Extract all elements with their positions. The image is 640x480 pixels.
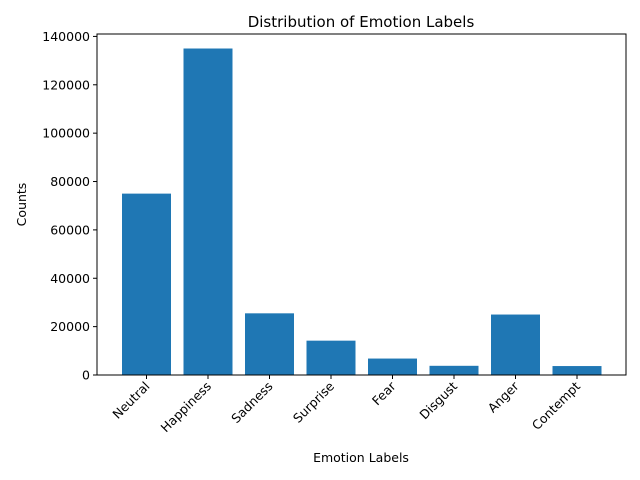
bar-disgust bbox=[429, 365, 479, 375]
bar-sadness bbox=[245, 313, 294, 375]
bars-group bbox=[122, 48, 602, 375]
bar-neutral bbox=[122, 193, 171, 375]
y-axis-ticks: 0 20000 40000 60000 80000 100000 120000 140000 bbox=[42, 29, 97, 383]
x-axis-ticks: Neutral Happiness Sadness Surprise Fear Disgu… bbox=[109, 375, 583, 435]
x-tick-label-anger: Anger bbox=[485, 378, 523, 416]
y-axis-label: Counts bbox=[14, 183, 29, 227]
y-tick-label: 20000 bbox=[50, 319, 90, 334]
x-tick-label-contempt: Contempt bbox=[529, 378, 583, 432]
bar-surprise bbox=[306, 340, 356, 375]
x-axis-label: Emotion Labels bbox=[313, 450, 409, 465]
x-tick-label-fear: Fear bbox=[369, 378, 399, 408]
y-tick-label: 80000 bbox=[50, 174, 90, 189]
x-tick-label-surprise: Surprise bbox=[290, 378, 337, 425]
x-tick-label-sadness: Sadness bbox=[228, 379, 275, 426]
y-tick-label: 100000 bbox=[42, 126, 90, 141]
y-tick-label: 0 bbox=[82, 368, 90, 383]
bar-happiness bbox=[183, 48, 233, 375]
bar-fear bbox=[368, 358, 417, 375]
x-tick-label-neutral: Neutral bbox=[109, 379, 152, 422]
plot-area-frame bbox=[96, 33, 627, 376]
y-tick-label: 40000 bbox=[50, 271, 90, 286]
x-tick-label-happiness: Happiness bbox=[158, 379, 215, 436]
x-tick-label-disgust: Disgust bbox=[416, 378, 460, 422]
bar-anger bbox=[491, 314, 540, 375]
chart-title: Distribution of Emotion Labels bbox=[248, 13, 475, 31]
bar-contempt bbox=[552, 366, 602, 375]
y-tick-label: 120000 bbox=[42, 77, 90, 92]
y-tick-label: 60000 bbox=[50, 222, 90, 237]
y-tick-label: 140000 bbox=[42, 29, 90, 44]
